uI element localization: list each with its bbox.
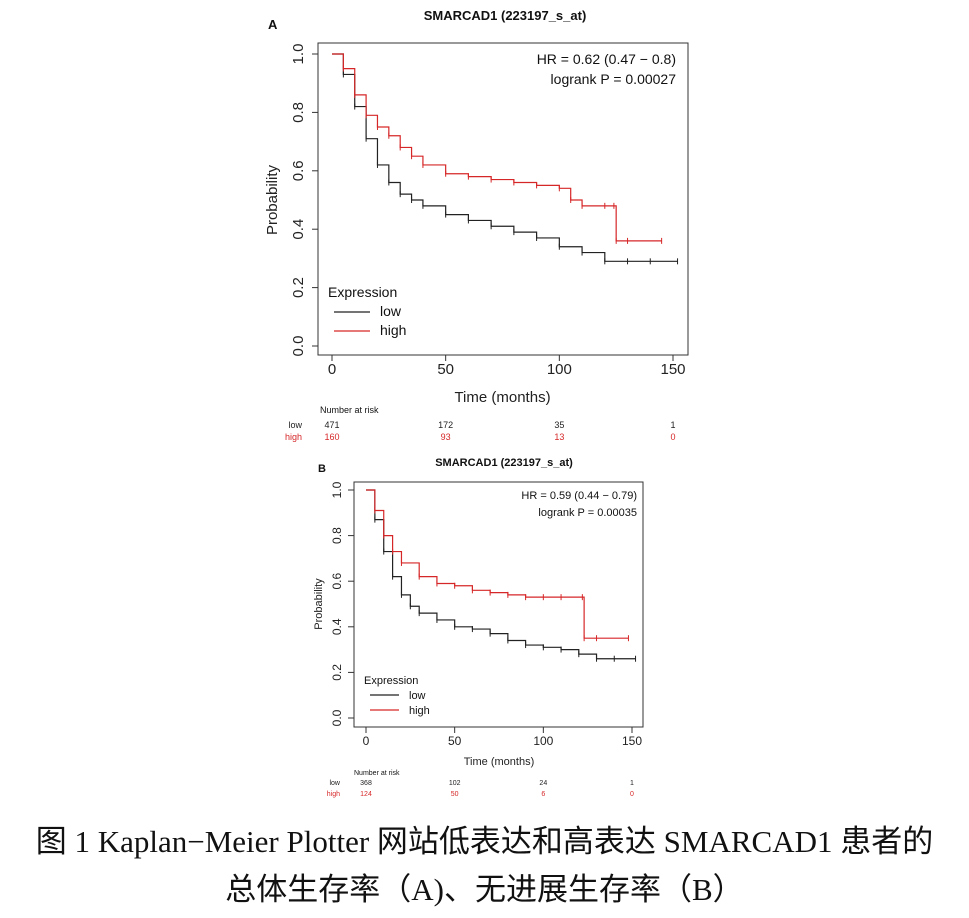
panel-a-label: A bbox=[268, 17, 278, 32]
risk-value-high: 160 bbox=[324, 432, 339, 442]
risk-value-low: 368 bbox=[360, 780, 372, 787]
panel-b-chart: B SMARCAD1 (223197_s_at)0 50 100 1500.00.20.… bbox=[313, 457, 644, 798]
risk-value-high: 13 bbox=[554, 432, 564, 442]
hr-annotation: HR = 0.59 (0.44 − 0.79) bbox=[521, 490, 637, 502]
series-line-low bbox=[332, 53, 678, 262]
hr-annotation: HR = 0.62 (0.47 − 0.8) bbox=[537, 51, 676, 67]
y-tick-label: 1.0 bbox=[290, 44, 307, 65]
caption-line-2: 总体生存率（A)、无进展生存率（B） bbox=[225, 872, 744, 907]
y-tick-label: 0.2 bbox=[290, 277, 307, 298]
x-tick-label: 150 bbox=[660, 361, 685, 378]
y-tick-label: 0.2 bbox=[330, 664, 344, 681]
y-tick-label: 0.4 bbox=[290, 219, 307, 240]
risk-table-header: Number at risk bbox=[354, 770, 400, 777]
logrank-annotation: logrank P = 0.00035 bbox=[538, 507, 637, 519]
legend-title: Expression bbox=[364, 675, 418, 687]
y-tick-label: 0.6 bbox=[290, 160, 307, 181]
legend-entry-low: low bbox=[409, 690, 426, 702]
x-tick-label: 100 bbox=[533, 734, 553, 748]
x-tick-label: 100 bbox=[547, 361, 572, 378]
x-tick-label: 0 bbox=[363, 734, 370, 748]
risk-value-high: 6 bbox=[541, 791, 545, 798]
risk-value-low: 1 bbox=[670, 420, 675, 430]
y-tick-label: 1.0 bbox=[330, 481, 344, 498]
x-tick-label: 50 bbox=[437, 361, 454, 378]
legend-entry-high: high bbox=[409, 705, 430, 717]
x-tick-label: 0 bbox=[328, 361, 336, 378]
risk-row-label-low: low bbox=[288, 420, 302, 430]
risk-value-high: 93 bbox=[441, 432, 451, 442]
logrank-annotation: logrank P = 0.00027 bbox=[551, 71, 677, 87]
y-tick-label: 0.0 bbox=[330, 709, 344, 726]
legend-title: Expression bbox=[328, 284, 397, 300]
plot-frame bbox=[317, 42, 689, 356]
risk-value-low: 172 bbox=[438, 420, 453, 430]
y-axis-label: Probability bbox=[313, 578, 325, 630]
chart-title: SMARCAD1 (223197_s_at) bbox=[424, 8, 587, 23]
risk-value-high: 50 bbox=[451, 791, 459, 798]
y-tick-label: 0.0 bbox=[290, 336, 307, 357]
caption-line-1: 图 1 Kaplan−Meier Plotter 网站低表达和高表达 SMARC… bbox=[35, 824, 934, 859]
x-axis-label: Time (months) bbox=[454, 389, 550, 406]
plot-frame bbox=[353, 481, 644, 728]
legend-entry-high: high bbox=[380, 322, 406, 338]
risk-table-header: Number at risk bbox=[320, 405, 379, 415]
y-axis-label: Probability bbox=[264, 164, 281, 235]
chart-title: SMARCAD1 (223197_s_at) bbox=[435, 457, 573, 469]
panel-b-label: B bbox=[318, 463, 326, 475]
risk-value-high: 0 bbox=[630, 791, 634, 798]
risk-row-label-high: high bbox=[285, 432, 302, 442]
risk-value-low: 102 bbox=[449, 780, 461, 787]
panel-a-chart: A SMARCAD1 (223197_s_at) 0 50 100 150 0.0 0.2 0.… bbox=[264, 8, 689, 442]
risk-row-label-low: low bbox=[329, 780, 340, 787]
legend-entry-low: low bbox=[380, 303, 402, 319]
figure-caption: 图 1 Kaplan−Meier Plotter 网站低表达和高表达 SMARC… bbox=[0, 818, 969, 914]
risk-row-label-high: high bbox=[327, 791, 340, 798]
x-axis-label: Time (months) bbox=[464, 756, 535, 768]
risk-value-low: 471 bbox=[324, 420, 339, 430]
series-line-high bbox=[366, 489, 629, 639]
risk-value-high: 124 bbox=[360, 791, 372, 798]
y-tick-label: 0.8 bbox=[330, 527, 344, 544]
x-tick-label: 50 bbox=[448, 734, 462, 748]
risk-value-low: 24 bbox=[539, 780, 547, 787]
x-tick-label: 150 bbox=[622, 734, 642, 748]
y-tick-label: 0.6 bbox=[330, 573, 344, 590]
risk-value-low: 35 bbox=[554, 420, 564, 430]
y-tick-label: 0.8 bbox=[290, 102, 307, 123]
risk-value-low: 1 bbox=[630, 780, 634, 787]
risk-value-high: 0 bbox=[670, 432, 675, 442]
y-tick-label: 0.4 bbox=[330, 618, 344, 635]
